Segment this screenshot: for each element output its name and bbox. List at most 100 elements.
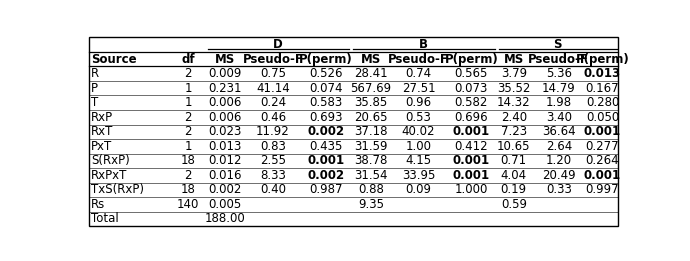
Text: Rs: Rs (91, 198, 106, 211)
Text: df: df (181, 53, 195, 66)
Text: RxP: RxP (91, 111, 113, 124)
Text: 35.52: 35.52 (497, 82, 531, 95)
Text: P(perm): P(perm) (299, 53, 353, 66)
Text: 0.001: 0.001 (584, 125, 621, 138)
Text: 2: 2 (184, 67, 192, 80)
Text: 0.009: 0.009 (208, 67, 242, 80)
Text: 0.231: 0.231 (208, 82, 242, 95)
Text: 11.92: 11.92 (256, 125, 290, 138)
Text: 140: 140 (177, 198, 199, 211)
Text: 27.51: 27.51 (402, 82, 435, 95)
Text: 33.95: 33.95 (402, 169, 435, 182)
Text: 0.09: 0.09 (406, 183, 431, 197)
Text: 9.35: 9.35 (358, 198, 384, 211)
Text: 20.49: 20.49 (542, 169, 575, 182)
Text: 0.53: 0.53 (406, 111, 431, 124)
Text: 0.006: 0.006 (208, 96, 242, 109)
Text: D: D (273, 38, 283, 51)
Text: 36.64: 36.64 (542, 125, 575, 138)
Text: 0.75: 0.75 (260, 67, 286, 80)
Text: P(perm): P(perm) (575, 53, 629, 66)
Text: 1.00: 1.00 (406, 140, 431, 153)
Text: 18: 18 (181, 154, 196, 167)
Text: 0.693: 0.693 (309, 111, 342, 124)
Text: 0.002: 0.002 (307, 125, 344, 138)
Text: 0.46: 0.46 (260, 111, 286, 124)
Text: PxT: PxT (91, 140, 112, 153)
Text: 10.65: 10.65 (497, 140, 531, 153)
Text: 0.96: 0.96 (406, 96, 431, 109)
Text: 0.001: 0.001 (307, 154, 344, 167)
Text: 0.280: 0.280 (586, 96, 619, 109)
Text: 0.001: 0.001 (453, 125, 490, 138)
Text: Pseudo-F: Pseudo-F (529, 53, 589, 66)
Text: 0.074: 0.074 (309, 82, 342, 95)
Text: 0.19: 0.19 (501, 183, 527, 197)
Text: S: S (553, 38, 562, 51)
Text: RxT: RxT (91, 125, 113, 138)
Text: 0.71: 0.71 (501, 154, 527, 167)
Text: 37.18: 37.18 (354, 125, 388, 138)
Text: Source: Source (91, 53, 137, 66)
Text: 14.32: 14.32 (497, 96, 531, 109)
Text: 0.40: 0.40 (260, 183, 286, 197)
Text: 2: 2 (184, 169, 192, 182)
Text: 35.85: 35.85 (354, 96, 388, 109)
Text: 2.64: 2.64 (546, 140, 572, 153)
Text: 41.14: 41.14 (256, 82, 290, 95)
Text: 0.013: 0.013 (584, 67, 621, 80)
Text: 0.33: 0.33 (546, 183, 572, 197)
Text: MS: MS (504, 53, 524, 66)
Text: 0.412: 0.412 (455, 140, 489, 153)
Text: 20.65: 20.65 (354, 111, 388, 124)
Text: 0.023: 0.023 (208, 125, 242, 138)
Text: 0.88: 0.88 (358, 183, 384, 197)
Text: 0.264: 0.264 (586, 154, 619, 167)
Text: 0.013: 0.013 (208, 140, 242, 153)
Text: 1: 1 (184, 96, 192, 109)
Text: 0.277: 0.277 (586, 140, 619, 153)
Text: 0.002: 0.002 (208, 183, 242, 197)
Text: 0.997: 0.997 (586, 183, 619, 197)
Text: 2: 2 (184, 125, 192, 138)
Text: 8.33: 8.33 (260, 169, 286, 182)
Text: 0.583: 0.583 (309, 96, 342, 109)
Text: 0.001: 0.001 (584, 169, 621, 182)
Text: 0.050: 0.050 (586, 111, 619, 124)
Text: 0.006: 0.006 (208, 111, 242, 124)
Text: 0.59: 0.59 (501, 198, 526, 211)
Text: 0.565: 0.565 (455, 67, 488, 80)
Text: 0.74: 0.74 (406, 67, 431, 80)
Text: 0.83: 0.83 (260, 140, 286, 153)
Text: 0.073: 0.073 (455, 82, 488, 95)
Text: 0.582: 0.582 (455, 96, 488, 109)
Text: Pseudo-F: Pseudo-F (388, 53, 449, 66)
Text: 4.15: 4.15 (406, 154, 431, 167)
Text: TxS(RxP): TxS(RxP) (91, 183, 144, 197)
Text: 4.04: 4.04 (501, 169, 527, 182)
Text: 0.987: 0.987 (309, 183, 342, 197)
Text: 31.54: 31.54 (354, 169, 388, 182)
Text: 2: 2 (184, 111, 192, 124)
Text: P(perm): P(perm) (444, 53, 498, 66)
Text: 0.696: 0.696 (455, 111, 489, 124)
Text: 7.23: 7.23 (501, 125, 527, 138)
Text: 3.40: 3.40 (546, 111, 572, 124)
Text: 1.000: 1.000 (455, 183, 488, 197)
Text: Pseudo-F: Pseudo-F (242, 53, 304, 66)
Text: 5.36: 5.36 (546, 67, 572, 80)
Text: 0.002: 0.002 (307, 169, 344, 182)
Text: 567.69: 567.69 (351, 82, 391, 95)
Text: P: P (91, 82, 98, 95)
Text: MS: MS (361, 53, 381, 66)
Text: 1: 1 (184, 140, 192, 153)
Text: 28.41: 28.41 (354, 67, 388, 80)
Text: T: T (91, 96, 98, 109)
Text: Total: Total (91, 212, 119, 226)
Text: R: R (91, 67, 99, 80)
Text: 14.79: 14.79 (542, 82, 575, 95)
Text: 0.012: 0.012 (208, 154, 242, 167)
Text: 0.001: 0.001 (453, 154, 490, 167)
Text: 0.001: 0.001 (453, 169, 490, 182)
Text: 0.167: 0.167 (586, 82, 619, 95)
